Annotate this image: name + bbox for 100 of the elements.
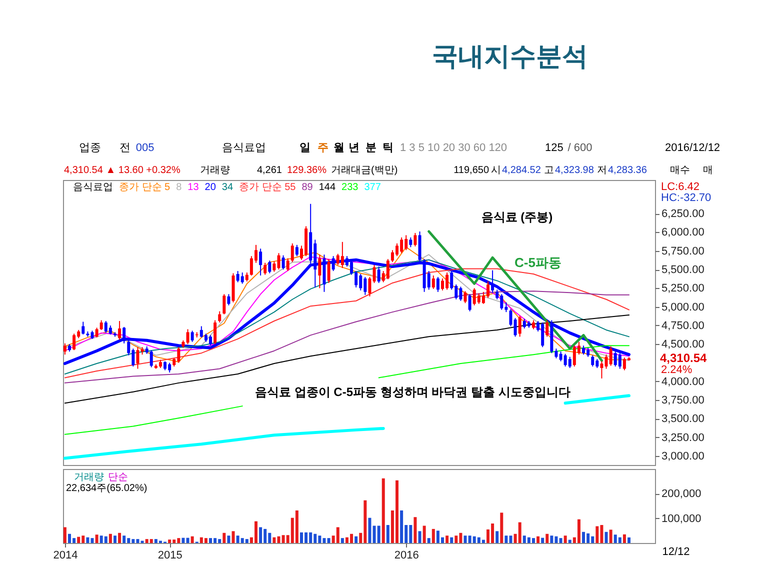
bar xyxy=(596,526,599,543)
text: 005 xyxy=(136,142,154,154)
text: 2016/12/12 xyxy=(665,142,720,154)
candlestick xyxy=(591,354,594,368)
candlestick xyxy=(118,320,122,340)
bar xyxy=(327,538,330,543)
bar xyxy=(622,534,626,543)
x-tick-label: 2015 xyxy=(158,550,182,562)
y-tick-label: 5,750.00 xyxy=(662,245,704,258)
bar xyxy=(604,532,608,543)
candlestick xyxy=(282,254,285,270)
y-tick-label: 4,750.00 xyxy=(662,320,704,332)
bar xyxy=(541,538,544,543)
bar xyxy=(559,538,562,543)
bar xyxy=(245,539,248,543)
candlestick xyxy=(222,294,226,315)
text: 음식료업 xyxy=(222,142,266,154)
annotation: C-5파동 xyxy=(514,255,562,270)
y-tick-label: 3,000.00 xyxy=(662,450,704,463)
bar xyxy=(186,538,190,543)
text: LC:6.42 xyxy=(661,181,700,193)
annotation: 22,634주(65.02%) xyxy=(66,483,148,494)
bar xyxy=(108,534,112,543)
bar xyxy=(628,537,631,543)
candlestick xyxy=(409,236,412,248)
bar xyxy=(400,510,404,543)
y-tick-label: 200,000 xyxy=(662,488,702,500)
candlestick xyxy=(514,318,517,338)
text: 4,310.54 xyxy=(660,351,708,365)
bar xyxy=(190,536,194,543)
text: 업종 xyxy=(79,142,101,154)
candlestick xyxy=(568,356,572,369)
candlestick xyxy=(186,328,190,345)
bar xyxy=(272,537,276,543)
candlestick xyxy=(340,241,344,269)
bar xyxy=(368,518,372,543)
bar xyxy=(414,517,417,543)
bar xyxy=(95,534,98,543)
text: 8 xyxy=(176,182,182,193)
bar xyxy=(386,524,390,543)
text: 129.36% xyxy=(287,165,327,176)
text: 전 xyxy=(120,142,130,154)
candlestick xyxy=(414,232,417,247)
bar xyxy=(418,531,422,543)
annotation: 거래량 xyxy=(74,472,104,483)
candlestick xyxy=(290,242,294,263)
text: 144 xyxy=(318,182,336,193)
bar xyxy=(577,519,580,543)
text: / 600 xyxy=(568,142,592,154)
bar xyxy=(227,536,230,543)
candlestick xyxy=(432,274,435,290)
candlestick xyxy=(268,260,272,274)
bar xyxy=(496,531,499,543)
text: 4,310.54 ▲ 13.60 +0.32% xyxy=(64,165,180,176)
candlestick xyxy=(136,346,140,370)
text: 틱 xyxy=(382,142,394,154)
bar xyxy=(232,531,235,543)
text: 월 xyxy=(334,142,344,154)
bar xyxy=(568,540,572,543)
y-tick-label: 3,250.00 xyxy=(662,432,704,444)
text: 20 xyxy=(204,182,216,193)
bar xyxy=(500,512,504,543)
bar xyxy=(546,534,549,543)
bar xyxy=(295,510,298,543)
text: 13 xyxy=(188,182,200,193)
bar xyxy=(618,537,622,543)
bar xyxy=(582,532,586,543)
candlestick xyxy=(63,342,66,356)
y-tick-label: 6,000.00 xyxy=(662,226,704,239)
y-tick-label: 3,500.00 xyxy=(662,413,704,426)
bar xyxy=(204,538,208,543)
annotation: 음식료 업종이 C-5파동 형성하며 바닥권 탈출 시도중입니다 xyxy=(255,385,570,399)
y-tick-label: 5,500.00 xyxy=(662,264,704,276)
legend-title: 음식료업 xyxy=(73,182,113,193)
bar xyxy=(168,540,172,543)
text: 233 xyxy=(342,182,359,193)
candlestick xyxy=(95,327,98,338)
candlestick xyxy=(491,270,494,294)
bar xyxy=(259,527,262,543)
candlestick xyxy=(190,330,194,342)
annotation: 단순 xyxy=(108,472,128,483)
text: 종가 단순 55 xyxy=(239,182,296,193)
text: 125 xyxy=(545,142,564,154)
y-tick-label: 100,000 xyxy=(662,512,702,525)
bar xyxy=(182,538,185,543)
candlestick xyxy=(100,320,103,330)
bar xyxy=(63,527,66,543)
text: 4,283.36 xyxy=(608,165,648,176)
candlestick xyxy=(464,290,467,304)
bar xyxy=(86,537,90,543)
candlestick xyxy=(259,248,262,276)
x-tick-label: 2014 xyxy=(53,550,78,562)
candlestick xyxy=(286,258,290,272)
bar xyxy=(340,538,344,543)
text: 34 xyxy=(222,182,234,193)
text: 377 xyxy=(364,182,382,193)
bar xyxy=(104,536,108,543)
y-tick-label: 5,250.00 xyxy=(662,282,704,295)
bar xyxy=(382,478,385,543)
bar xyxy=(454,536,458,543)
